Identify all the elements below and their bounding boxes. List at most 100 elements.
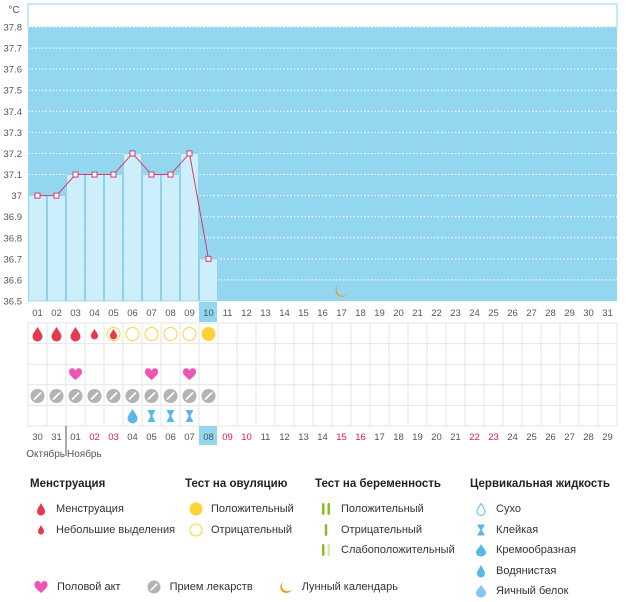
- calendar-date: 09: [222, 432, 233, 443]
- cervical-sticky-icon: [186, 410, 193, 422]
- y-tick-label: 36.8: [4, 233, 23, 244]
- calendar-date: 29: [602, 432, 613, 443]
- temperature-point: [148, 171, 155, 178]
- calendar-date: 23: [488, 432, 499, 443]
- pill-icon-stripe: [33, 391, 42, 401]
- x-tick-label: 19: [374, 308, 385, 319]
- y-unit-label: °C: [8, 5, 19, 16]
- x-tick-label: 25: [488, 308, 499, 319]
- legend-spotting-item: Небольшие выделения: [30, 520, 175, 541]
- calendar-date: 30: [32, 432, 43, 443]
- x-tick-label: 10: [203, 308, 214, 319]
- y-tick-label: 37.8: [4, 23, 23, 34]
- x-tick-label: 24: [469, 308, 480, 319]
- calendar-date: 06: [165, 432, 176, 443]
- x-tick-label: 09: [184, 308, 195, 319]
- pill-icon-stripe: [128, 391, 137, 401]
- temperature-point: [34, 192, 41, 199]
- x-tick-label: 21: [412, 308, 423, 319]
- legend-medication-label: Прием лекарств: [169, 581, 253, 593]
- pill-icon-stripe: [204, 391, 213, 401]
- temperature-bar: [180, 153, 199, 302]
- y-tick-label: 37: [11, 191, 22, 202]
- legend-pregnancy-positive-label: Положительный: [341, 503, 424, 516]
- calendar-date: 13: [298, 432, 309, 443]
- temperature-bar: [123, 153, 142, 302]
- month-label-previous: Октябрь: [26, 448, 65, 460]
- x-tick-label: 06: [127, 308, 138, 319]
- legend-menstruation-title: Менструация: [30, 478, 106, 490]
- drop-small-icon: [30, 524, 52, 535]
- calendar-date: 02: [89, 432, 100, 443]
- x-tick-label: 15: [298, 308, 309, 319]
- temperature-bar: [28, 195, 47, 302]
- moon-icon: [275, 580, 297, 594]
- legend-pregnancy-title: Тест на беременность: [315, 478, 441, 490]
- legend-ovulation-negative-item: Отрицательный: [185, 520, 294, 541]
- x-tick-label: 13: [260, 308, 271, 319]
- calendar-date: 20: [431, 432, 442, 443]
- heart-icon: [68, 368, 83, 380]
- x-tick-label: 29: [564, 308, 575, 319]
- legend-cervical-title: Цервикальная жидкость: [470, 478, 610, 490]
- legend-pregnancy-positive-item: Положительный: [315, 499, 455, 520]
- menstruation-icon: [32, 327, 43, 342]
- drop-big-icon: [30, 502, 52, 516]
- calendar-date: 04: [127, 432, 138, 443]
- temperature-point: [110, 171, 117, 178]
- legend-cervical-sticky-label: Клейкая: [496, 523, 539, 536]
- drop-watery-icon: [470, 564, 492, 578]
- x-tick-label: 22: [431, 308, 442, 319]
- test-weak-icon: [315, 543, 337, 557]
- y-tick-label: 36.7: [4, 254, 23, 265]
- ovulation-negative-icon: [125, 327, 140, 341]
- x-tick-label: 26: [507, 308, 518, 319]
- calendar-date: 31: [51, 432, 62, 443]
- legend-ovulation-title: Тест на овуляцию: [185, 478, 288, 490]
- temperature-bar: [47, 195, 66, 302]
- heart-icon: [30, 580, 52, 594]
- spotting-icon: [109, 328, 118, 340]
- legend-cervical-creamy-item: Кремообразная: [470, 540, 610, 561]
- x-tick-label: 18: [355, 308, 366, 319]
- pill-icon-stripe: [52, 391, 61, 401]
- legend-ovulation-positive-item: Положительный: [185, 499, 294, 520]
- pill-icon: [143, 580, 165, 594]
- calendar-date: 05: [146, 432, 157, 443]
- legend-moon-label: Лунный календарь: [301, 581, 398, 593]
- legend-spotting-label: Небольшие выделения: [56, 523, 176, 536]
- spotting-icon: [90, 328, 99, 340]
- drop-eggwhite-icon: [470, 584, 492, 598]
- legend-cervical-dry-item: Сухо: [470, 499, 610, 520]
- x-tick-label: 02: [51, 308, 62, 319]
- cervical-sticky-icon: [148, 410, 155, 422]
- test-positive-icon: [315, 502, 337, 516]
- calendar-date: 14: [317, 432, 328, 443]
- x-tick-label: 17: [336, 308, 347, 319]
- marker-grid-border: [27, 322, 618, 427]
- x-tick-label: 04: [89, 308, 100, 319]
- calendar-date: 01: [70, 432, 81, 443]
- x-tick-label: 31: [602, 308, 613, 319]
- temperature-point: [72, 171, 79, 178]
- x-tick-label: 08: [165, 308, 176, 319]
- calendar-date: 28: [583, 432, 594, 443]
- calendar-date: 17: [374, 432, 385, 443]
- legend-cervical-dry-label: Сухо: [496, 503, 521, 516]
- legend-cervical-eggwhite-item: Яичный белок: [470, 581, 610, 602]
- legend-cervical-watery-item: Водянистая: [470, 561, 610, 582]
- calendar-date: 12: [279, 432, 290, 443]
- calendar-date: 27: [564, 432, 575, 443]
- y-tick-label: 36.5: [4, 297, 23, 308]
- y-tick-label: 37.4: [4, 107, 23, 118]
- ovulation-negative-icon: [106, 327, 121, 341]
- legend-pregnancy-weak-label: Слабоположительный: [341, 544, 455, 557]
- legend-intercourse-label: Половой акт: [57, 581, 121, 593]
- pill-icon-stripe: [147, 391, 156, 401]
- y-tick-label: 37.6: [4, 65, 23, 76]
- hourglass-icon: [470, 523, 492, 537]
- legend-medication-item: Прием лекарств: [143, 580, 253, 594]
- ovulation-negative-icon: [182, 327, 197, 341]
- legend-menstruation: Менструация Менструация Небольшие выделе…: [30, 478, 175, 540]
- x-tick-label: 01: [32, 308, 43, 319]
